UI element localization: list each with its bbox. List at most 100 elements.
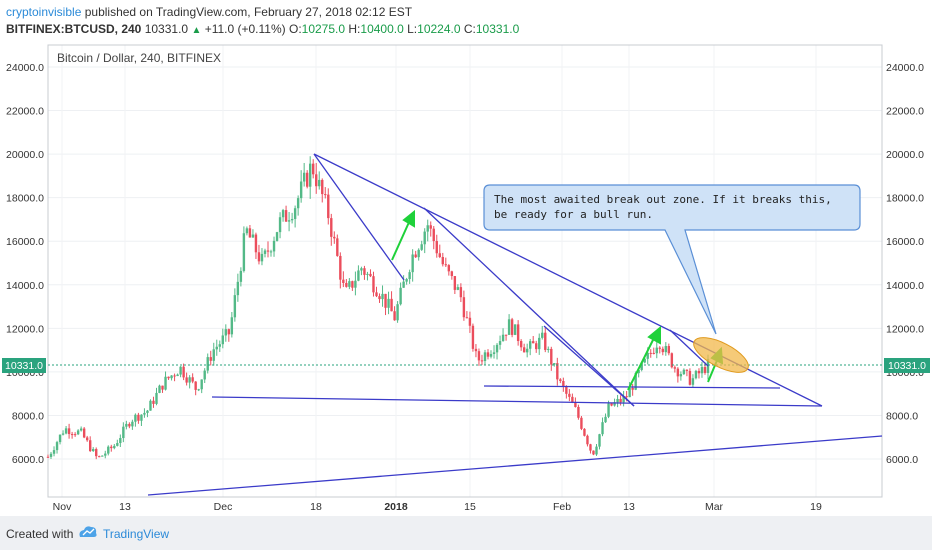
x-tick-label: Nov bbox=[53, 501, 72, 513]
secondary-downtrend-line[interactable] bbox=[423, 207, 635, 407]
candle-body bbox=[691, 378, 695, 385]
candle-body bbox=[685, 369, 689, 371]
candle-body bbox=[507, 319, 511, 335]
created-with-text: Created with bbox=[6, 527, 74, 541]
candle-body bbox=[571, 396, 574, 403]
left-price-axis: 24000.0 22000.0 20000.0 18000.0 16000.0 14000… bbox=[6, 62, 44, 466]
price-chart[interactable]: Bitcoin / Dollar, 240, BITFINEX 24000.02… bbox=[0, 44, 932, 516]
candle-body bbox=[649, 352, 652, 354]
last-price-badge-right: 10331.0 bbox=[884, 358, 930, 373]
candle-body bbox=[676, 368, 680, 377]
y-tick-label: 24000.0 bbox=[6, 62, 44, 74]
candle-body bbox=[694, 370, 698, 379]
breakout-zone-ellipse[interactable] bbox=[689, 331, 753, 380]
minor-downtrend-line[interactable] bbox=[669, 329, 709, 367]
y-tick-label: 18000.0 bbox=[886, 193, 924, 205]
candle-body bbox=[206, 357, 209, 371]
candle-body bbox=[414, 254, 417, 258]
candle-body bbox=[266, 250, 270, 252]
candle-body bbox=[209, 357, 212, 361]
candle-body bbox=[616, 398, 619, 403]
open-value: 10275.0 bbox=[301, 22, 346, 36]
candle-body bbox=[492, 352, 496, 354]
candle-body bbox=[95, 449, 98, 457]
candle-body bbox=[619, 398, 622, 403]
candle-body bbox=[553, 363, 556, 365]
candle-body bbox=[194, 381, 197, 390]
candle-body bbox=[471, 325, 475, 349]
y-tick-label: 16000.0 bbox=[886, 236, 924, 248]
candle-body bbox=[556, 363, 559, 380]
steep-downtrend-line[interactable] bbox=[313, 153, 405, 281]
candle-body bbox=[330, 218, 333, 237]
candle-body bbox=[218, 344, 221, 347]
candle-body bbox=[667, 346, 671, 354]
candle-body bbox=[429, 225, 432, 229]
candle-body bbox=[510, 319, 514, 335]
candle-body bbox=[312, 163, 315, 175]
candle-body bbox=[522, 347, 526, 353]
candle-body bbox=[167, 376, 170, 379]
candle-body bbox=[495, 344, 499, 353]
y-tick-label: 8000.0 bbox=[12, 410, 44, 422]
support-line-lower[interactable] bbox=[211, 396, 823, 407]
short-downtrend-line[interactable] bbox=[543, 325, 635, 407]
candle-body bbox=[128, 423, 131, 427]
candle-body bbox=[101, 455, 104, 457]
candle-body bbox=[697, 370, 701, 374]
candle-body bbox=[182, 366, 185, 378]
author-link[interactable]: cryptoinvisible bbox=[6, 5, 82, 19]
svg-text:10331.0: 10331.0 bbox=[5, 360, 43, 372]
x-tick-label: Feb bbox=[553, 501, 571, 513]
candle-body bbox=[227, 329, 231, 335]
candle-body bbox=[577, 406, 580, 418]
candle-body bbox=[345, 282, 348, 287]
candle-body bbox=[483, 352, 487, 362]
x-tick-label: 13 bbox=[119, 501, 131, 513]
candle-body bbox=[568, 393, 571, 397]
callout-box[interactable]: The most awaited break out zone. If it b… bbox=[483, 184, 861, 335]
candle-body bbox=[474, 348, 478, 352]
candle-body bbox=[251, 234, 255, 238]
candle-body bbox=[179, 366, 182, 375]
candle-body bbox=[646, 352, 649, 359]
tradingview-brand-link[interactable]: TradingView bbox=[103, 527, 170, 541]
x-tick-label: Dec bbox=[214, 501, 233, 513]
candle-body bbox=[613, 402, 616, 406]
candle-body bbox=[203, 370, 206, 380]
candle-body bbox=[315, 174, 318, 187]
candle-body bbox=[622, 396, 625, 403]
candle-body bbox=[664, 346, 668, 353]
support-line-upper[interactable] bbox=[483, 385, 781, 389]
candle-body bbox=[110, 446, 113, 449]
y-tick-label: 16000.0 bbox=[6, 236, 44, 248]
candle-body bbox=[528, 341, 532, 349]
candle-body bbox=[670, 353, 674, 368]
candle-body bbox=[52, 450, 56, 454]
candle-body bbox=[299, 181, 303, 199]
candle-body bbox=[348, 281, 351, 287]
candle-body bbox=[366, 273, 369, 275]
candle-body bbox=[408, 272, 411, 280]
candle-body bbox=[610, 403, 613, 406]
y-tick-label: 6000.0 bbox=[886, 454, 918, 466]
candle-body bbox=[176, 374, 179, 377]
candle-body bbox=[158, 385, 161, 393]
high-value: 10400.0 bbox=[360, 22, 404, 36]
candle-body bbox=[278, 217, 282, 233]
candle-body bbox=[363, 268, 366, 275]
candle-body bbox=[88, 440, 92, 452]
candle-body bbox=[435, 241, 438, 254]
candle-body bbox=[562, 380, 565, 387]
candle-body bbox=[631, 387, 634, 390]
candle-body bbox=[426, 225, 429, 232]
close-value: 10331.0 bbox=[475, 22, 520, 36]
long-uptrend-line[interactable] bbox=[147, 435, 883, 496]
candle-body bbox=[688, 370, 692, 385]
candle-body bbox=[399, 287, 402, 305]
candle-body bbox=[532, 341, 535, 344]
y-tick-label: 8000.0 bbox=[886, 410, 918, 422]
candle-body bbox=[360, 268, 363, 271]
published-text: published on TradingView.com, February 2… bbox=[84, 5, 413, 19]
candle-body bbox=[61, 433, 65, 435]
